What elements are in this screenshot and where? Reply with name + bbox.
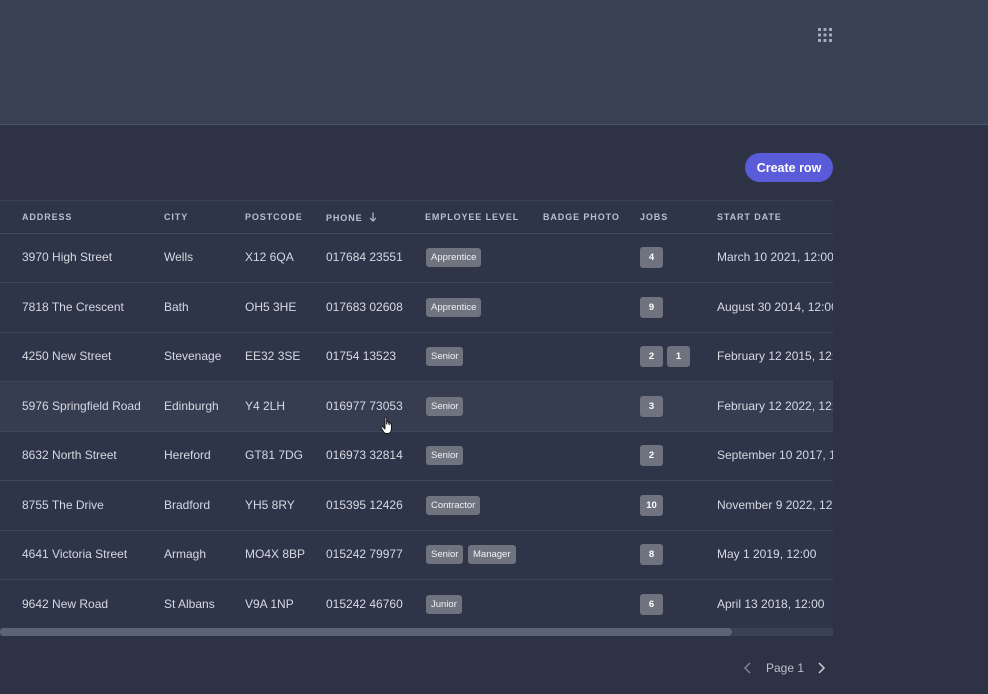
job-badge[interactable]: 4 [640,247,663,268]
table-row[interactable]: 3970 High Street Wells X12 6QA 017684 23551… [0,233,833,283]
cell-city: Wells [164,250,194,264]
column-header-postcode[interactable]: POSTCODE [245,212,303,222]
chevron-right-icon[interactable] [814,661,828,675]
cell-address: 4250 New Street [22,349,112,363]
cell-address: 5976 Springfield Road [22,398,141,413]
cell-city: Edinburgh [164,398,219,413]
cell-postcode: GT81 7DG [245,448,304,462]
employee-level-tag: Senior [426,446,464,465]
cell-postcode: YH5 8RY [245,497,295,512]
job-badge[interactable]: 9 [640,296,663,318]
cell-postcode: EE32 3SE [245,349,301,363]
cell-start-date: November 9 2022, 12:00 [717,497,833,512]
job-badge[interactable]: 1 [667,346,690,367]
cell-start-date: April 13 2018, 12:00 [717,596,825,611]
cell-phone: 017684 23551 [326,250,403,264]
cell-postcode: X12 6QA [245,250,294,264]
cell-city: Stevenage [164,349,222,363]
cell-phone: 015395 12426 [326,497,403,512]
column-header-address[interactable]: ADDRESS [22,212,73,222]
cell-phone: 016977 73053 [326,398,403,413]
employee-level-tag: Manager [468,545,516,564]
cell-address: 4641 Victoria Street [22,547,128,561]
table-toolbar [0,125,833,200]
page-indicator: Page 1 [766,661,805,675]
column-header-jobs[interactable]: JOBS [640,212,669,222]
column-header-phone[interactable]: PHONE [326,212,377,224]
table-row[interactable]: 5976 Springfield Road Edinburgh Y4 2LH 0169… [0,381,833,432]
cell-postcode: Y4 2LH [245,398,286,413]
cell-postcode: V9A 1NP [245,596,294,611]
table-row[interactable]: 7818 The Crescent Bath OH5 3HE 017683 02608… [0,283,833,333]
cell-city: Hereford [164,448,211,462]
cell-address: 9642 New Road [22,596,109,611]
job-badge[interactable]: 2 [640,445,663,466]
top-header [0,0,988,125]
cell-start-date: September 10 2017, 12:00 [717,448,833,462]
arrow-down-icon [369,212,377,224]
cell-start-date: May 1 2019, 12:00 [717,547,817,561]
column-header-badge-photo[interactable]: BADGE PHOTO [543,212,620,222]
job-badge[interactable]: 6 [640,593,663,615]
table-header-row: ADDRESS CITY POSTCODE PHONE EMPLOYEE LEV… [0,200,833,234]
employee-level-tag: Senior [426,347,464,366]
cell-address: 8632 North Street [22,448,117,462]
apps-grid-icon[interactable] [817,27,833,43]
cell-city: Armagh [164,547,207,561]
column-header-start-date[interactable]: START DATE [717,212,782,222]
cell-address: 8755 The Drive [22,497,104,512]
table-row[interactable]: 4250 New Street Stevenage EE32 3SE 01754 13… [0,332,833,382]
data-table: ADDRESS CITY POSTCODE PHONE EMPLOYEE LEV… [0,200,833,628]
job-badge[interactable]: 10 [640,494,663,516]
column-header-phone-label: PHONE [326,213,363,223]
cell-address: 3970 High Street [22,250,113,264]
create-row-button[interactable]: Create row [745,153,833,182]
cell-start-date: February 12 2022, 12:00 [717,398,833,413]
table-row[interactable]: 8755 The Drive Bradford YH5 8RY 015395 1242… [0,481,833,531]
cell-phone: 01754 13523 [326,349,397,363]
cell-postcode: MO4X 8BP [245,547,306,561]
cell-start-date: August 30 2014, 12:00 [717,299,833,314]
employee-level-tag: Junior [426,594,462,614]
employee-level-tag: Contractor [426,495,481,515]
column-header-city[interactable]: CITY [164,212,189,222]
cell-address: 7818 The Crescent [22,299,124,314]
cell-start-date: February 12 2015, 12:00 [717,349,833,363]
employee-level-tag: Senior [426,396,464,416]
employee-level-tag: Senior [426,545,464,564]
table-row[interactable]: 4641 Victoria Street Armagh MO4X 8BP 015242… [0,530,833,580]
cell-phone: 015242 46760 [326,596,403,611]
chevron-left-icon[interactable] [741,661,755,675]
job-badge[interactable]: 8 [640,544,663,565]
horizontal-scrollbar-thumb[interactable] [0,628,732,636]
table-row[interactable]: 9642 New Road St Albans V9A 1NP 015242 4676… [0,580,833,629]
cell-phone: 017683 02608 [326,299,403,314]
cell-phone: 016973 32814 [326,448,403,462]
job-badge[interactable]: 2 [640,346,663,367]
cell-start-date: March 10 2021, 12:00 [717,250,833,264]
cell-phone: 015242 79977 [326,547,403,561]
cell-city: Bradford [164,497,211,512]
table-row[interactable]: 8632 North Street Hereford GT81 7DG 016973 … [0,431,833,481]
employee-level-tag: Apprentice [426,297,482,317]
employee-level-tag: Apprentice [426,248,482,267]
cell-postcode: OH5 3HE [245,299,297,314]
cell-city: St Albans [164,596,215,611]
cell-city: Bath [164,299,189,314]
column-header-employee-level[interactable]: EMPLOYEE LEVEL [425,212,520,222]
job-badge[interactable]: 3 [640,395,663,417]
